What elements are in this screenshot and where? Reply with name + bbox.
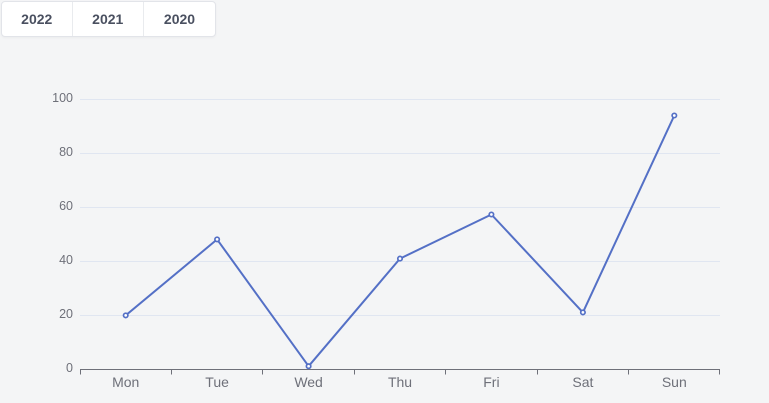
svg-text:Wed: Wed xyxy=(294,374,323,390)
svg-text:Sat: Sat xyxy=(572,374,593,390)
svg-text:20: 20 xyxy=(59,307,73,321)
svg-text:80: 80 xyxy=(59,145,73,159)
svg-text:Fri: Fri xyxy=(483,374,499,390)
svg-text:0: 0 xyxy=(66,361,73,375)
svg-text:Sun: Sun xyxy=(662,374,687,390)
svg-text:60: 60 xyxy=(59,199,73,213)
svg-text:Mon: Mon xyxy=(112,374,139,390)
svg-text:Thu: Thu xyxy=(388,374,412,390)
svg-text:Tue: Tue xyxy=(205,374,229,390)
svg-text:40: 40 xyxy=(59,253,73,267)
svg-text:100: 100 xyxy=(52,91,73,105)
